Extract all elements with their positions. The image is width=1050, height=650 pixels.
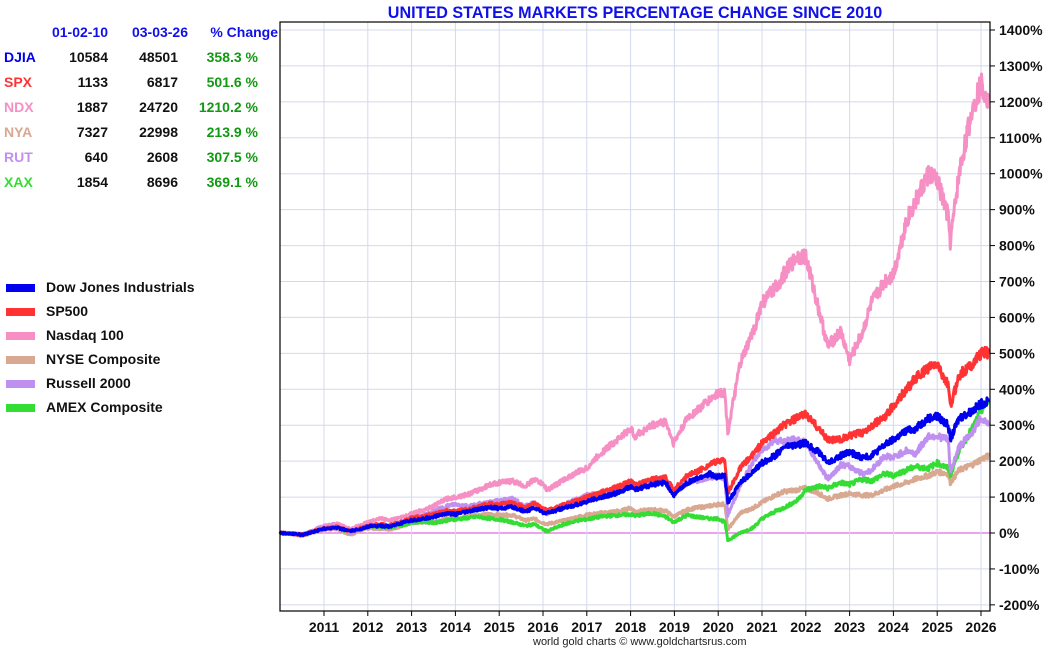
end-value: 22998 [139, 124, 178, 140]
y-tick-label: 0% [999, 525, 1020, 541]
header-percent-change: % Change [210, 24, 278, 40]
end-value: 2608 [146, 149, 178, 165]
percent-change: 213.9 % [206, 124, 258, 140]
start-value: 1887 [76, 99, 108, 115]
x-tick-label: 2021 [746, 619, 777, 635]
x-tick-label: 2012 [352, 619, 383, 635]
legend-swatch [6, 404, 35, 412]
header-start-date: 01-02-10 [51, 24, 108, 40]
x-tick-label: 2022 [790, 619, 821, 635]
y-tick-label: 500% [999, 345, 1035, 361]
percent-change: 369.1 % [206, 174, 258, 190]
end-value: 6817 [146, 74, 178, 90]
y-tick-label: 300% [999, 417, 1035, 433]
legend-swatch [6, 332, 35, 340]
legend-swatch [6, 284, 35, 292]
header-end-date: 03-03-26 [131, 24, 188, 40]
percent-change: 1210.2 % [198, 99, 258, 115]
y-tick-label: 1200% [999, 94, 1043, 110]
series-line-ndx [279, 72, 990, 537]
start-value: 7327 [76, 124, 108, 140]
y-tick-label: 1300% [999, 58, 1043, 74]
legend-label: Nasdaq 100 [46, 327, 124, 343]
legend-label: Dow Jones Industrials [46, 279, 195, 295]
y-tick-label: -100% [999, 561, 1040, 577]
y-tick-label: 200% [999, 453, 1035, 469]
x-tick-label: 2025 [922, 619, 953, 635]
symbol: DJIA [4, 49, 36, 65]
percent-change: 501.6 % [206, 74, 258, 90]
x-tick-label: 2017 [571, 619, 602, 635]
y-tick-label: -200% [999, 597, 1040, 613]
x-tick-label: 2023 [834, 619, 865, 635]
end-value: 8696 [146, 174, 178, 190]
series-line-spx [278, 345, 990, 537]
end-value: 48501 [139, 49, 178, 65]
x-tick-label: 2020 [703, 619, 734, 635]
x-tick-label: 2015 [484, 619, 515, 635]
legend-label: NYSE Composite [46, 351, 161, 367]
y-tick-label: 100% [999, 489, 1035, 505]
x-tick-label: 2024 [878, 619, 909, 635]
x-tick-label: 2016 [527, 619, 558, 635]
x-tick-label: 2026 [965, 619, 996, 635]
start-value: 10584 [69, 49, 108, 65]
series-line-nya [279, 452, 990, 538]
x-tick-label: 2014 [440, 619, 471, 635]
legend-label: AMEX Composite [46, 399, 163, 415]
percent-change: 307.5 % [206, 149, 258, 165]
percent-change: 358.3 % [206, 49, 258, 65]
x-tick-label: 2019 [659, 619, 690, 635]
symbol: NDX [4, 99, 34, 115]
y-tick-label: 700% [999, 274, 1035, 290]
legend-swatch [6, 380, 35, 388]
symbol: RUT [4, 149, 33, 165]
start-value: 1133 [77, 74, 108, 90]
start-value: 640 [84, 149, 108, 165]
plot-frame [279, 21, 991, 612]
x-tick-label: 2018 [615, 619, 646, 635]
x-tick-label: 2013 [396, 619, 427, 635]
symbol: NYA [4, 124, 33, 140]
legend-swatch [6, 308, 35, 316]
credit-text: world gold charts © www.goldchartsrus.co… [533, 636, 747, 648]
legend-label: SP500 [46, 303, 89, 319]
series-line-djia [278, 396, 990, 538]
legend-swatch [6, 356, 35, 364]
y-tick-label: 600% [999, 309, 1035, 325]
legend-label: Russell 2000 [46, 375, 131, 391]
y-tick-label: 1000% [999, 166, 1043, 182]
y-tick-label: 1400% [999, 22, 1043, 38]
x-tick-label: 2011 [309, 619, 340, 635]
symbol: XAX [4, 174, 33, 190]
start-value: 1854 [76, 174, 108, 190]
y-tick-label: 900% [999, 202, 1035, 218]
y-tick-label: 1100% [999, 130, 1042, 146]
y-tick-label: 400% [999, 381, 1035, 397]
chart-title: UNITED STATES MARKETS PERCENTAGE CHANGE … [387, 3, 883, 22]
end-value: 24720 [139, 99, 178, 115]
symbol: SPX [4, 74, 33, 90]
y-tick-label: 800% [999, 238, 1035, 254]
